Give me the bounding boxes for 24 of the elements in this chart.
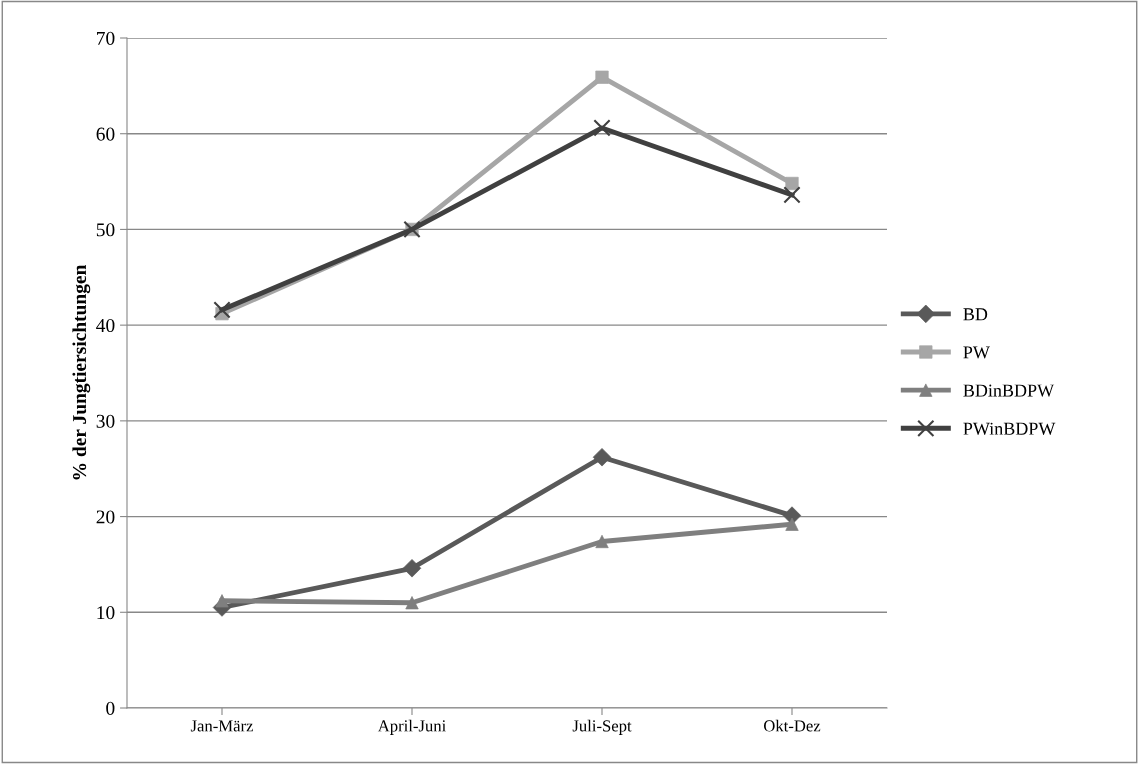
y-tick-label: 40 (96, 318, 115, 333)
y-tick-label: 20 (96, 510, 115, 524)
y-tick-label: 30 (96, 414, 115, 428)
point (402, 559, 422, 578)
y-tick-label: 0 (106, 701, 115, 715)
point (593, 119, 611, 137)
x-tick-label: Okt-Dez (763, 719, 821, 732)
x-tick-label: April-Juni (377, 719, 446, 735)
x-tick-label: Juli-Sept (572, 719, 632, 735)
y-tick-label: 60 (96, 127, 115, 141)
point (592, 448, 612, 467)
legend-label: BD (963, 308, 988, 321)
legend-label: PWinBDPW (963, 422, 1056, 435)
x-tick-label: Jan-März (190, 720, 253, 732)
y-tick-label: 10 (97, 606, 115, 620)
y-axis-title: % der Jungtiersichtungen (72, 264, 91, 480)
legend-label: PW (963, 346, 990, 359)
y-tick-label: 50 (96, 223, 115, 237)
point (405, 596, 419, 610)
point (213, 301, 231, 319)
y-tick-label: 70 (97, 31, 115, 45)
legend-label: BDinBDPW (963, 384, 1055, 397)
point (783, 186, 801, 204)
point (595, 534, 609, 549)
